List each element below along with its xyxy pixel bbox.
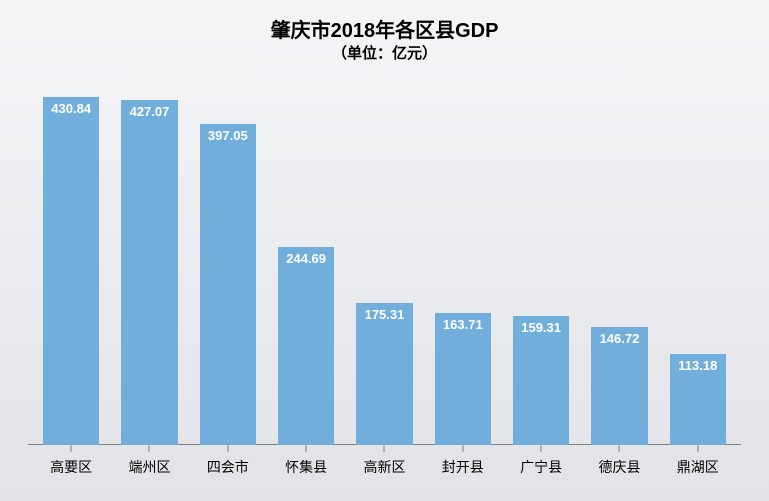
- x-axis-label: 德庆县: [580, 457, 658, 477]
- bar-value-label: 146.72: [600, 331, 640, 346]
- bar-value-label: 430.84: [51, 101, 91, 116]
- bar: 427.07: [121, 100, 177, 445]
- bar-group: 427.07: [110, 74, 188, 446]
- bar: 244.69: [278, 247, 334, 445]
- bar: 397.05: [200, 124, 256, 445]
- chart-container: 肇庆市2018年各区县GDP （单位：亿元） 430.84 427.07 397.0…: [0, 0, 769, 501]
- x-axis-label: 高要区: [32, 457, 110, 477]
- x-axis-tick: [71, 445, 72, 452]
- bar-value-label: 163.71: [443, 317, 483, 332]
- x-axis-tick: [384, 445, 385, 452]
- bar: 159.31: [513, 316, 569, 445]
- chart-title-block: 肇庆市2018年各区县GDP （单位：亿元）: [28, 18, 741, 64]
- bar-value-label: 427.07: [130, 104, 170, 119]
- bar-value-label: 244.69: [286, 251, 326, 266]
- bar: 146.72: [591, 327, 647, 445]
- bar: 113.18: [670, 354, 726, 445]
- bar-group: 430.84: [32, 74, 110, 446]
- bar-group: 397.05: [189, 74, 267, 446]
- bar-group: 113.18: [659, 74, 737, 446]
- x-axis-label: 鼎湖区: [659, 457, 737, 477]
- bar-group: 175.31: [345, 74, 423, 446]
- bar-group: 163.71: [424, 74, 502, 446]
- bar: 175.31: [356, 303, 412, 445]
- x-axis-tick: [149, 445, 150, 452]
- bar-group: 159.31: [502, 74, 580, 446]
- x-axis-tick: [462, 445, 463, 452]
- bar-group: 244.69: [267, 74, 345, 446]
- x-axis-label: 广宁县: [502, 457, 580, 477]
- x-axis-tick: [619, 445, 620, 452]
- bar-value-label: 159.31: [521, 320, 561, 335]
- bar-value-label: 175.31: [365, 307, 405, 322]
- bar-group: 146.72: [580, 74, 658, 446]
- x-axis-tick: [541, 445, 542, 452]
- x-axis-label: 高新区: [345, 457, 423, 477]
- bar-value-label: 397.05: [208, 128, 248, 143]
- x-axis-tick: [227, 445, 228, 452]
- x-axis-label: 封开县: [424, 457, 502, 477]
- x-axis-label: 怀集县: [267, 457, 345, 477]
- x-axis-tick: [306, 445, 307, 452]
- x-axis-label: 端州区: [110, 457, 188, 477]
- x-axis-tick: [697, 445, 698, 452]
- chart-subtitle: （单位：亿元）: [28, 44, 741, 64]
- plot-area: 430.84 427.07 397.05 244.69 175.31 163.71 159.…: [28, 74, 741, 478]
- x-axis-label: 四会市: [189, 457, 267, 477]
- x-axis-labels: 高要区端州区四会市怀集县高新区封开县广宁县德庆县鼎湖区: [28, 457, 741, 477]
- bars-region: 430.84 427.07 397.05 244.69 175.31 163.71 159.…: [28, 74, 741, 446]
- bar: 430.84: [43, 97, 99, 445]
- bar-value-label: 113.18: [678, 358, 717, 373]
- bar: 163.71: [435, 313, 491, 445]
- chart-title: 肇庆市2018年各区县GDP: [28, 18, 741, 44]
